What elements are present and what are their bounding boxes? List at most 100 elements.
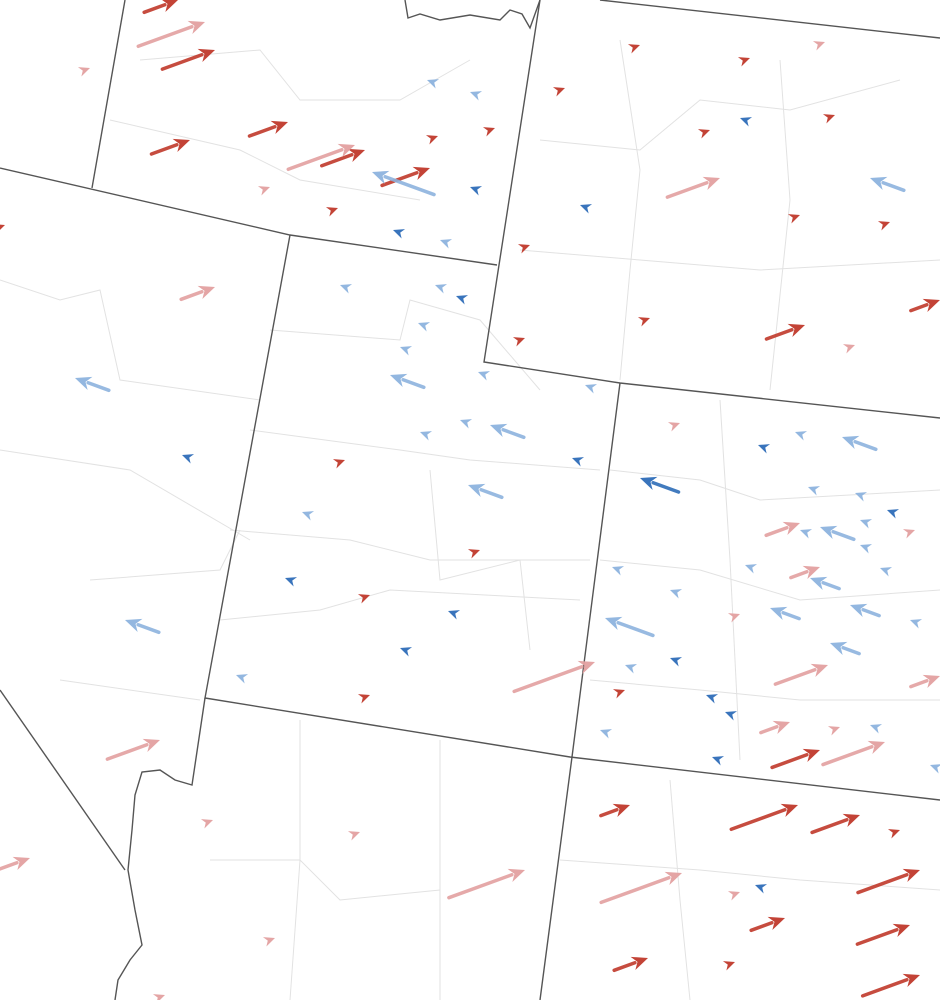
arrow-shaft: [861, 608, 881, 618]
arrow-head: [257, 186, 270, 196]
county-border: [139, 49, 471, 101]
arrow-head: [182, 454, 195, 464]
arrow-head: [802, 565, 820, 580]
county-border: [599, 559, 940, 601]
arrow-shaft: [383, 175, 436, 197]
arrow-shaft: [853, 440, 878, 452]
arrow-shaft: [179, 290, 204, 302]
arrow-shaft: [855, 928, 899, 946]
arrow-head: [612, 689, 625, 699]
arrow-head: [767, 916, 785, 931]
arrow-head: [517, 244, 530, 254]
arrow-head: [787, 323, 805, 338]
arrow-head: [630, 956, 648, 971]
arrow-head: [440, 239, 453, 249]
arrow-shaft: [501, 428, 526, 440]
arrow-head: [670, 657, 683, 667]
arrow-head: [830, 641, 848, 656]
arrow-shaft: [764, 526, 789, 538]
arrow-head: [612, 566, 625, 576]
arrow-shaft: [881, 181, 906, 193]
arrow-head: [390, 373, 408, 388]
arrow-shaft: [841, 646, 861, 656]
state-border: [0, 689, 126, 871]
arrow-head: [420, 431, 433, 441]
state-border: [404, 0, 541, 30]
county-border: [219, 589, 581, 621]
arrow-head: [12, 856, 30, 871]
arrow-head: [612, 803, 630, 818]
arrow-head: [142, 738, 160, 753]
arrow-head: [740, 117, 753, 127]
arrow-head: [870, 724, 883, 734]
arrow-head: [812, 41, 825, 51]
arrow-head: [910, 619, 923, 629]
arrow-head: [400, 647, 413, 657]
arrow-head: [697, 129, 710, 139]
county-border: [59, 679, 201, 701]
arrow-head: [187, 20, 205, 35]
arrow-head: [270, 120, 288, 135]
arrow-shaft: [105, 743, 149, 761]
arrow-shaft: [86, 381, 111, 393]
arrow-head: [236, 674, 249, 684]
arrow-head: [755, 884, 768, 894]
arrow-head: [197, 285, 215, 300]
arrow-shaft: [599, 876, 671, 905]
arrow-head: [780, 803, 798, 818]
arrow-head: [822, 114, 835, 124]
arrow-shaft: [401, 378, 426, 390]
arrow-shaft: [247, 125, 277, 138]
arrow-head: [490, 423, 508, 438]
arrow-shaft: [909, 303, 929, 313]
arrow-head: [887, 509, 900, 519]
arrow-head: [456, 295, 469, 305]
arrow-shaft: [665, 181, 709, 199]
arrow-head: [482, 127, 495, 137]
arrow-head: [795, 431, 808, 441]
arrow-head: [827, 726, 840, 736]
county-border: [669, 779, 691, 1000]
arrow-head: [152, 994, 165, 1000]
county-border: [769, 59, 791, 391]
arrow-head: [667, 422, 680, 432]
state-border: [204, 234, 940, 801]
state-border: [114, 697, 206, 1000]
arrow-head: [302, 511, 315, 521]
arrow-head: [887, 829, 900, 839]
arrow-head: [664, 871, 682, 886]
arrow-shaft: [136, 623, 161, 635]
arrow-head: [478, 371, 491, 381]
arrow-shaft: [770, 753, 809, 770]
arrow-head: [745, 564, 758, 574]
arrow-head: [425, 135, 438, 145]
arrow-head: [468, 483, 486, 498]
arrow-head: [787, 214, 800, 224]
county-border: [539, 79, 901, 151]
arrow-head: [902, 973, 920, 988]
arrow-head: [197, 48, 215, 63]
county-border: [289, 720, 301, 1000]
arrow-shaft: [612, 961, 637, 973]
arrow-head: [870, 176, 888, 191]
county-border: [609, 469, 940, 501]
arrow-shaft: [781, 611, 801, 621]
arrow-head: [842, 435, 860, 450]
arrow-head: [332, 459, 345, 469]
arrow-head: [162, 0, 178, 13]
arrow-head: [200, 819, 213, 829]
county-border: [619, 39, 641, 381]
arrow-head: [855, 492, 868, 502]
arrow-shaft: [320, 153, 354, 168]
arrow-shaft: [729, 808, 787, 832]
state-border: [0, 167, 498, 266]
arrow-head: [880, 567, 893, 577]
arrow-head: [325, 207, 338, 217]
arrow-head: [285, 577, 298, 587]
county-border: [559, 859, 940, 891]
arrow-head: [800, 529, 813, 539]
arrow-head: [860, 519, 873, 529]
arrow-head: [712, 756, 725, 766]
